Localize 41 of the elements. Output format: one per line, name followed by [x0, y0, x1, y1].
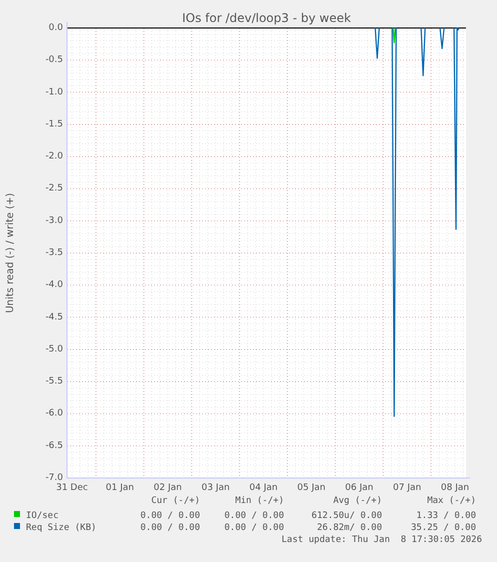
x-tick-label: 08 Jan	[440, 483, 470, 493]
text: 0.00 / 0.00	[224, 523, 284, 533]
text: 1.33 / 0.00	[416, 511, 476, 521]
legend-label: Req Size (KB)	[26, 523, 96, 533]
y-tick-label: -4.0	[45, 280, 64, 290]
x-tick-label: 05 Jan	[297, 483, 326, 493]
text: 0.00 / 0.00	[224, 511, 284, 521]
y-tick-label: -2.0	[45, 152, 64, 162]
x-tick-label: 31 Dec	[56, 483, 88, 493]
text: Avg (-/+)	[333, 496, 382, 506]
y-tick-label: -5.5	[45, 376, 63, 387]
text: Cur (-/+)	[151, 496, 200, 506]
y-tick-label: -3.0	[45, 216, 64, 226]
x-tick-label: 01 Jan	[106, 483, 134, 493]
y-tick-label: -7.0	[45, 473, 64, 483]
x-tick-label: 02 Jan	[154, 483, 182, 493]
y-tick-label: 0.0	[48, 23, 64, 33]
x-tick-label: 06 Jan	[345, 483, 374, 493]
text: 0.00 / 0.00	[140, 511, 200, 521]
text: Max (-/+)	[427, 496, 476, 506]
y-tick-label: -6.0	[45, 408, 64, 419]
y-tick-label: -3.5	[45, 248, 63, 258]
text: 0.00 / 0.00	[140, 523, 200, 533]
y-tick-label: -1.5	[45, 119, 63, 130]
text: 612.50u/ 0.00	[312, 511, 382, 521]
y-tick-label: -4.5	[45, 312, 63, 322]
x-tick-label: 04 Jan	[249, 483, 278, 493]
text: 26.82m/ 0.00	[316, 523, 382, 533]
y-tick-label: -5.0	[45, 344, 64, 354]
y-tick-label: -1.0	[45, 87, 64, 98]
x-tick-label: 03 Jan	[202, 483, 230, 493]
x-tick-label: 07 Jan	[393, 483, 422, 493]
y-tick-label: -0.5	[45, 55, 63, 66]
chart-title: IOs for /dev/loop3 - by week	[182, 11, 351, 25]
text: Last update: Thu Jan 8 17:30:05 2026	[282, 535, 482, 545]
text: Min (-/+)	[235, 496, 284, 506]
text: 35.25 / 0.00	[410, 523, 476, 533]
y-axis-title: Units read (-) / write (+)	[5, 192, 16, 314]
y-tick-label: -6.5	[45, 440, 63, 451]
legend-label: IO/sec	[26, 511, 59, 521]
y-tick-label: -2.5	[45, 184, 63, 194]
